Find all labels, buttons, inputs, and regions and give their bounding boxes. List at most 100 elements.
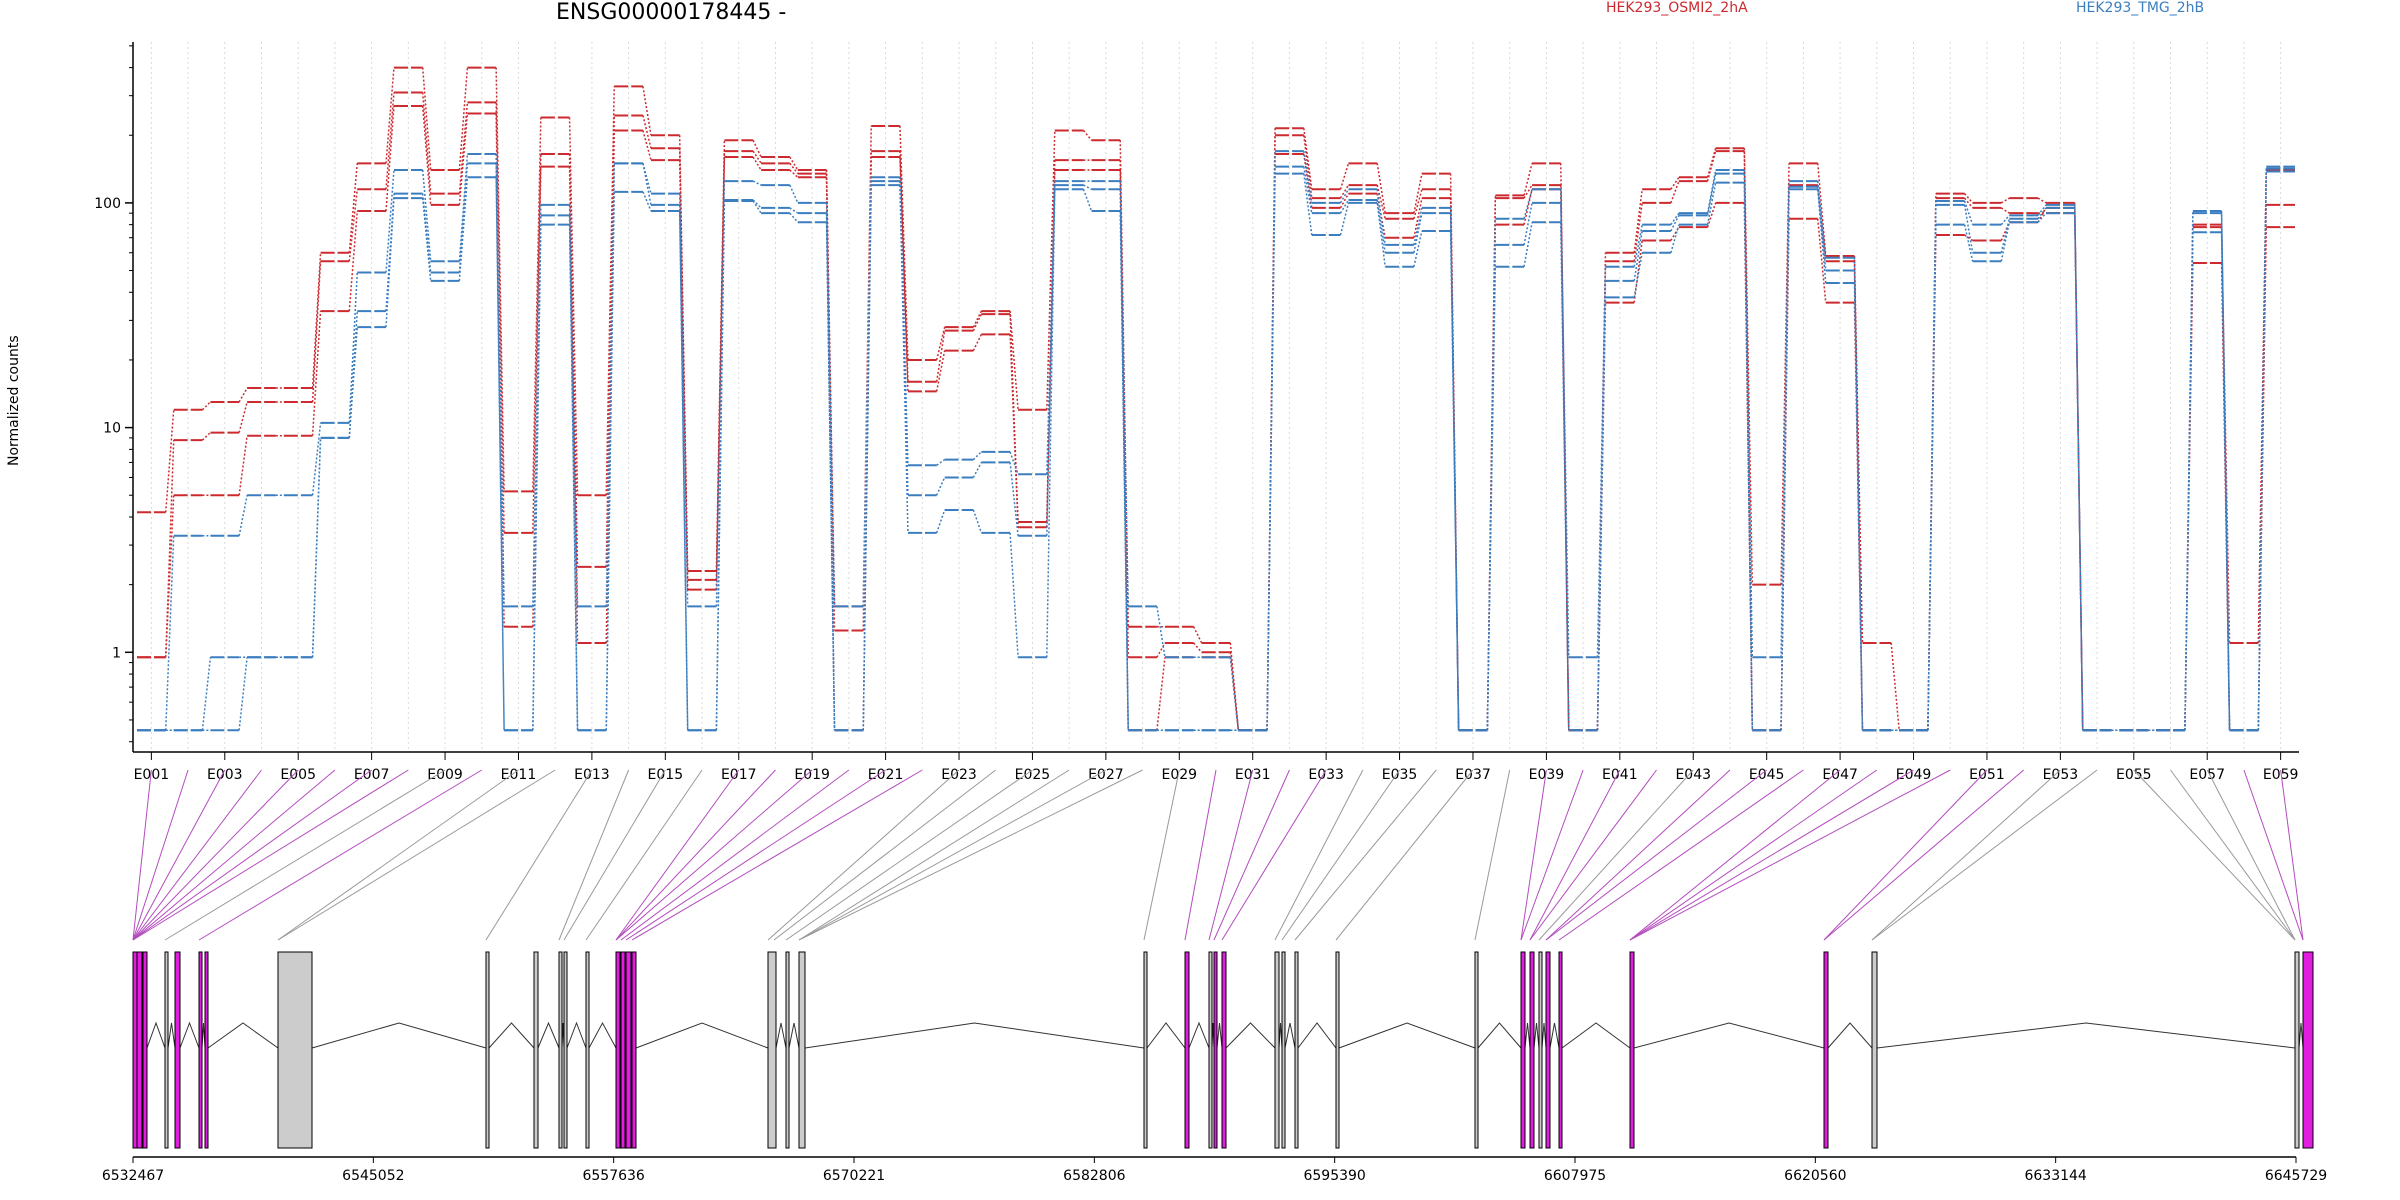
data-connector: [1523, 184, 1533, 199]
intron-line: [1338, 1022, 1476, 1049]
data-connector: [532, 204, 542, 607]
intron-line: [1146, 1022, 1186, 1049]
x-tick-label: E059: [2263, 767, 2299, 783]
data-connector: [1229, 642, 1240, 731]
data-connector: [1376, 189, 1386, 246]
data-connector: [1303, 150, 1313, 204]
bin-to-exon-connector: [132, 769, 299, 941]
bin-to-exon-connector: [132, 769, 262, 941]
data-connector: [1339, 188, 1350, 204]
x-tick-label: E007: [354, 767, 390, 783]
exon-block: [1143, 951, 1148, 1149]
data-connector: [1119, 211, 1129, 731]
data-connector: [972, 313, 983, 331]
bin-to-exon-connector: [1545, 769, 1731, 941]
exon-block-highlighted: [615, 951, 621, 1149]
data-connector: [789, 184, 799, 204]
data-connector: [642, 130, 652, 161]
data-connector: [2000, 207, 2010, 214]
bin-to-exon-connector: [132, 769, 152, 941]
data-connector: [421, 193, 432, 273]
data-connector: [935, 326, 946, 361]
exon-block: [1281, 951, 1286, 1149]
data-connector: [678, 211, 689, 731]
data-connector: [1413, 197, 1423, 238]
data-connector: [421, 92, 432, 194]
exon-block: [1274, 951, 1280, 1149]
data-connector: [1413, 189, 1423, 219]
data-connector: [1706, 148, 1717, 178]
bin-to-exon-connector: [1294, 769, 1437, 941]
exon-block: [1208, 951, 1213, 1149]
grid-lines: [150, 42, 2282, 752]
data-connector: [1376, 193, 1386, 238]
data-connector: [1633, 230, 1643, 281]
x-tick-label: E037: [1455, 767, 1491, 783]
exon-block-highlighted: [1184, 951, 1190, 1149]
genomic-coordinate-label: 6582806: [1063, 1168, 1125, 1184]
intron-line: [775, 1022, 787, 1049]
intron-line: [1633, 1022, 1825, 1049]
data-connector: [1706, 173, 1717, 216]
data-connector: [642, 115, 652, 149]
intron-line: [1533, 1022, 1540, 1049]
data-connector: [2257, 227, 2268, 731]
data-connector: [1009, 334, 1019, 528]
bin-to-exon-connector: [1520, 769, 1547, 941]
data-connector: [715, 151, 726, 580]
data-connector: [1083, 184, 1092, 190]
x-tick-label: E043: [1675, 767, 1711, 783]
x-tick-label: E001: [134, 767, 170, 783]
genomic-coordinate-label: 6545052: [342, 1168, 404, 1184]
data-connector: [311, 437, 322, 658]
data-connector: [1413, 213, 1423, 253]
data-connector: [1963, 200, 1974, 225]
genomic-coordinate-label: 6633144: [2024, 1168, 2086, 1184]
data-connector: [2000, 197, 2010, 204]
bin-to-exon-connector: [615, 769, 776, 941]
data-connector: [1853, 282, 1864, 731]
bin-to-exon-connector: [132, 769, 372, 941]
data-connector: [642, 191, 652, 212]
bin-to-exon-connector: [132, 769, 226, 941]
data-connector: [1706, 182, 1717, 225]
data-connector: [2000, 214, 2010, 226]
exon-block-highlighted: [174, 951, 181, 1149]
bin-to-exon-connector: [1629, 769, 1878, 941]
bin-to-exon-connector: [1871, 769, 2061, 941]
exon-block: [798, 951, 806, 1149]
data-connector: [238, 387, 248, 403]
data-connector: [789, 169, 799, 178]
intron-line: [1876, 1022, 2296, 1049]
data-connector: [678, 204, 689, 731]
bin-to-exon-connector: [2170, 769, 2296, 941]
data-connector: [1523, 222, 1533, 267]
data-connector: [1156, 657, 1166, 731]
bin-to-exon-connector: [1274, 769, 1364, 941]
x-tick-label: E019: [794, 767, 830, 783]
exon-block-highlighted: [142, 951, 148, 1149]
data-connector: [201, 657, 212, 731]
data-connector: [1927, 204, 1937, 731]
bin-to-exon-connector: [1143, 769, 1180, 941]
legend-item-osmi2: HEK293_OSMI2_2hA: [1606, 0, 1748, 16]
intron-line: [588, 1021, 617, 1049]
data-connector: [2257, 170, 2268, 644]
data-connector: [1523, 189, 1533, 219]
x-tick-label: E017: [721, 767, 757, 783]
data-connector: [752, 156, 762, 171]
data-connector: [1927, 224, 1937, 731]
data-connector: [385, 169, 395, 273]
data-connector: [2000, 222, 2011, 262]
data-connector: [1376, 163, 1386, 214]
data-connector: [605, 191, 616, 731]
data-connector: [1596, 297, 1607, 731]
exon-block-highlighted: [136, 951, 143, 1149]
data-connector: [311, 252, 322, 389]
exon-block-highlighted: [1823, 951, 1829, 1149]
x-tick-label: E047: [1822, 767, 1858, 783]
intron-line: [1477, 1022, 1522, 1049]
data-connector: [1890, 642, 1900, 731]
data-connector: [715, 181, 726, 607]
exon-block: [1871, 951, 1878, 1149]
